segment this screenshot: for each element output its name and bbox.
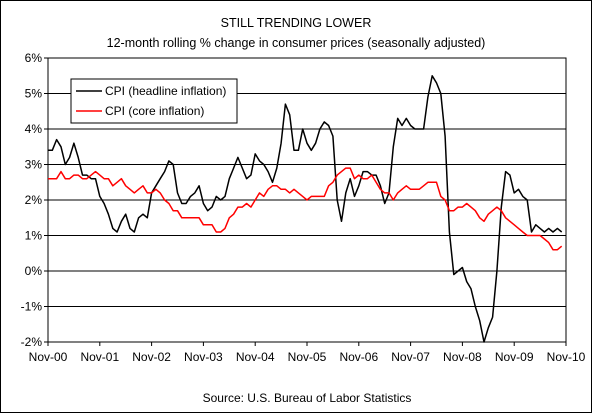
x-tick-label: Nov-10 [547,350,586,364]
chart-subtitle: 12-month rolling % change in consumer pr… [107,36,486,50]
x-tick-label: Nov-00 [29,350,68,364]
y-tick-label: 4% [25,122,43,136]
x-tick-label: Nov-05 [288,350,327,364]
legend-label-core: CPI (core inflation) [105,104,204,118]
chart-title: STILL TRENDING LOWER [221,16,372,30]
x-tick-label: Nov-09 [495,350,534,364]
x-tick-label: Nov-06 [339,350,378,364]
legend: CPI (headline inflation) CPI (core infla… [70,78,238,124]
y-tick-label: 2% [25,193,43,207]
y-tick-label: 0% [25,264,43,278]
x-tick-label: Nov-04 [236,350,275,364]
x-tick-label: Nov-07 [391,350,430,364]
legend-box [70,78,238,124]
y-tick-label: 6% [25,51,43,65]
y-tick-label: 5% [25,87,43,101]
series-line-core [48,167,563,251]
x-tick-label: Nov-01 [80,350,119,364]
x-tick-label: Nov-02 [132,350,171,364]
series-lines [48,75,563,343]
y-tick-label: 3% [25,158,43,172]
x-tick-label: Nov-08 [443,350,482,364]
source-note: Source: U.S. Bureau of Labor Statistics [203,391,412,405]
series-line-headline [48,75,563,343]
y-tick-label: -1% [21,300,43,314]
legend-label-headline: CPI (headline inflation) [105,84,226,98]
x-tick-label: Nov-03 [184,350,223,364]
x-axis: Nov-00 Nov-01 Nov-02 Nov-03 Nov-04 Nov-05 Nov-… [29,342,586,364]
y-tick-label: 1% [25,229,43,243]
y-tick-label: -2% [21,335,43,349]
y-axis: 6% 5% 4% 3% 2% 1% 0% -1% -2% [21,51,48,349]
